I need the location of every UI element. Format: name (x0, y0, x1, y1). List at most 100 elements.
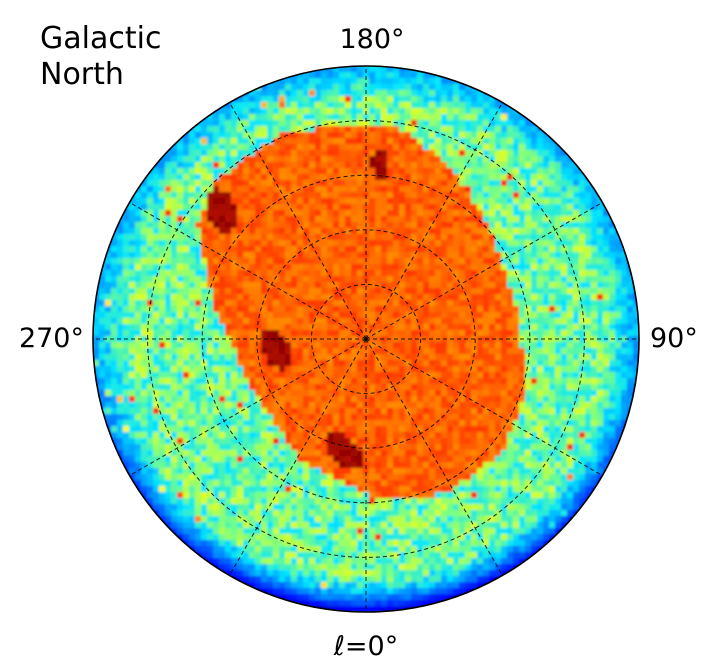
heatmap-cell (531, 270, 538, 277)
heatmap-cell (465, 264, 472, 271)
heatmap-cell (453, 294, 460, 301)
heatmap-cell (237, 210, 244, 217)
heatmap-cell (153, 258, 160, 265)
heatmap-cell (177, 318, 184, 325)
heatmap-cell (189, 366, 196, 373)
heatmap-cell (399, 342, 406, 349)
heatmap-cell (441, 282, 448, 289)
heatmap-cell (591, 312, 598, 319)
heatmap-cell (339, 126, 346, 133)
heatmap-cell (501, 312, 508, 319)
heatmap-cell (513, 132, 520, 139)
heatmap-cell (489, 432, 496, 439)
heatmap-cell (621, 354, 628, 361)
heatmap-cell (471, 354, 478, 361)
heatmap-cell (399, 90, 406, 97)
heatmap-cell (387, 108, 394, 115)
heatmap-cell (297, 108, 304, 115)
heatmap-cell (603, 210, 610, 217)
heatmap-cell (483, 300, 490, 307)
heatmap-cell (153, 336, 160, 343)
heatmap-cell (585, 318, 592, 325)
heatmap-cell (411, 102, 418, 109)
heatmap-cell (501, 138, 508, 145)
heatmap-cell (375, 252, 382, 259)
heatmap-cell (315, 324, 322, 331)
heatmap-cell (285, 354, 292, 361)
heatmap-cell (255, 408, 262, 415)
heatmap-cell (291, 330, 298, 337)
heatmap-cell (537, 156, 544, 163)
heatmap-cell (99, 282, 106, 289)
heatmap-cell (159, 216, 166, 223)
heatmap-cell (255, 252, 262, 259)
heatmap-cell (357, 336, 364, 343)
heatmap-cell (321, 396, 328, 403)
heatmap-cell (423, 420, 430, 427)
heatmap-cell (225, 294, 232, 301)
heatmap-cell (399, 318, 406, 325)
heatmap-cell (171, 144, 178, 151)
heatmap-cell (123, 282, 130, 289)
heatmap-cell (465, 84, 472, 91)
heatmap-cell (627, 306, 634, 313)
heatmap-cell (489, 300, 496, 307)
heatmap-cell (489, 354, 496, 361)
heatmap-cell (393, 276, 400, 283)
heatmap-cell (135, 324, 142, 331)
heatmap-cell (519, 348, 526, 355)
heatmap-cell (387, 270, 394, 277)
heatmap-cell (207, 270, 214, 277)
heatmap-cell (135, 270, 142, 277)
heatmap-cell (483, 126, 490, 133)
heatmap-cell (297, 144, 304, 151)
heatmap-cell (225, 258, 232, 265)
heatmap-cell (543, 324, 550, 331)
heatmap-cell (411, 132, 418, 139)
heatmap-cell (429, 126, 436, 133)
heatmap-cell (213, 432, 220, 439)
heatmap-cell (363, 348, 370, 355)
heatmap-cell (459, 288, 466, 295)
heatmap-cell (555, 300, 562, 307)
heatmap-cell (219, 114, 226, 121)
heatmap-cell (249, 378, 256, 385)
heatmap-cell (303, 168, 310, 175)
heatmap-cell (573, 360, 580, 367)
heatmap-cell (285, 96, 292, 103)
heatmap-cell (549, 390, 556, 397)
heatmap-cell (411, 162, 418, 169)
heatmap-cell (189, 288, 196, 295)
heatmap-cell (177, 174, 184, 181)
heatmap-cell (417, 84, 424, 91)
heatmap-cell (555, 396, 562, 403)
heatmap-cell (585, 180, 592, 187)
heatmap-cell (345, 84, 352, 91)
heatmap-cell (369, 282, 376, 289)
heatmap-cell (381, 378, 388, 385)
heatmap-cell (597, 384, 604, 391)
heatmap-cell (273, 120, 280, 127)
heatmap-cell (207, 210, 214, 217)
heatmap-cell (459, 438, 466, 445)
heatmap-cell (285, 204, 292, 211)
heatmap-cell (501, 366, 508, 373)
heatmap-cell (285, 198, 292, 205)
heatmap-cell (249, 216, 256, 223)
heatmap-cell (261, 306, 268, 313)
heatmap-cell (135, 366, 142, 373)
heatmap-cell (279, 432, 286, 439)
heatmap-cell (369, 378, 376, 385)
heatmap-cell (291, 180, 298, 187)
heatmap-cell (525, 126, 532, 133)
heatmap-cell (105, 252, 112, 259)
heatmap-cell (261, 294, 268, 301)
heatmap-cell (435, 132, 442, 139)
heatmap-cell (615, 438, 622, 445)
heatmap-cell (207, 378, 214, 385)
heatmap-cell (303, 354, 310, 361)
heatmap-cell (231, 384, 238, 391)
heatmap-cell (615, 306, 622, 313)
heatmap-cell (285, 444, 292, 451)
heatmap-cell (117, 246, 124, 253)
